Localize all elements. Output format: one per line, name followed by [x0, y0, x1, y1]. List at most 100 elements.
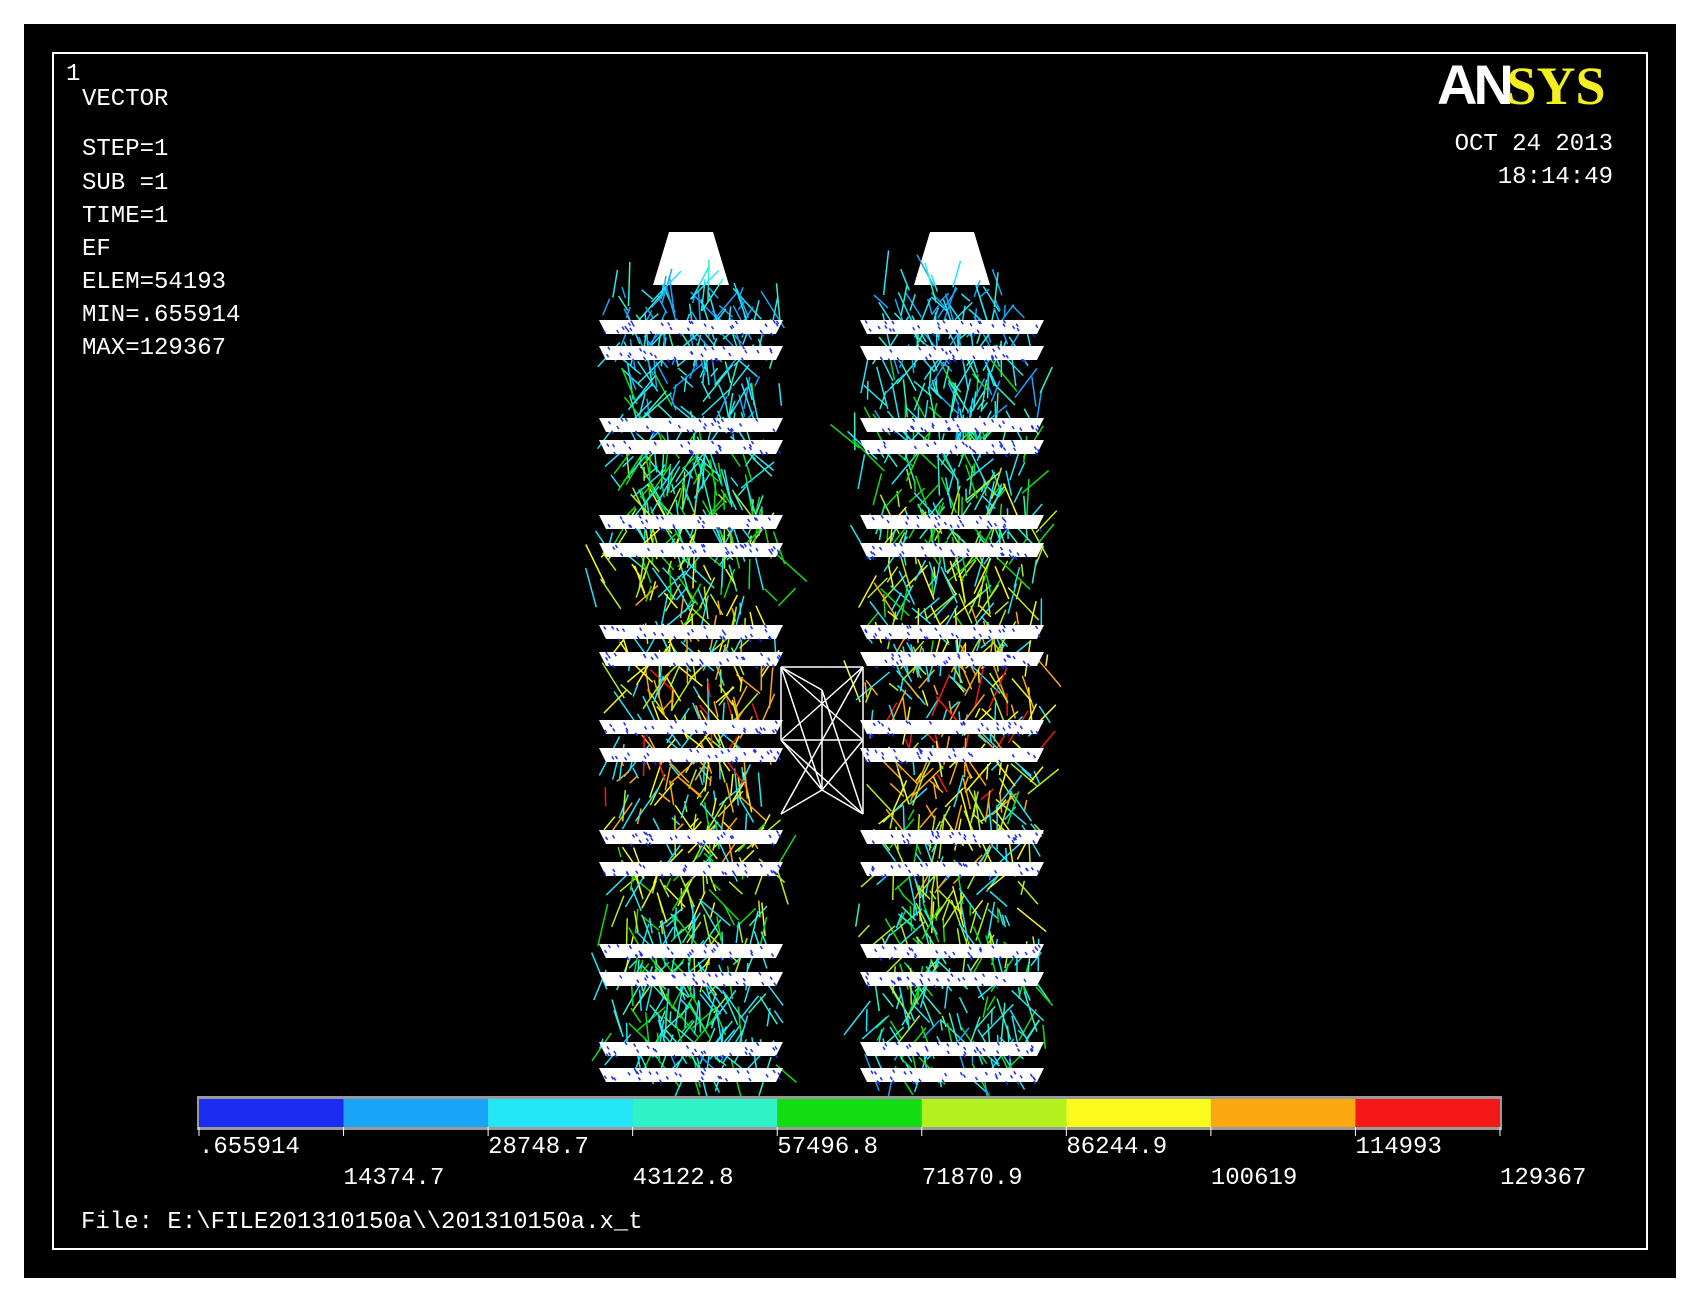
field-vector [718, 761, 726, 783]
field-vector [713, 701, 719, 718]
field-vector [1034, 545, 1045, 566]
field-vector [1010, 704, 1017, 719]
shed-vector [975, 1047, 980, 1052]
field-vector [990, 1010, 993, 1025]
shed-vector [777, 833, 782, 838]
field-vector [702, 564, 712, 581]
field-vector [861, 1016, 888, 1040]
shed-vector [1002, 624, 1006, 629]
field-vector [1035, 986, 1054, 1007]
shed-vector [910, 947, 914, 952]
field-vector [873, 294, 889, 309]
insulator-shed [860, 440, 1044, 454]
field-vector [936, 774, 948, 793]
field-vector [730, 773, 734, 796]
shed-vector [764, 628, 768, 633]
field-vector [723, 904, 735, 926]
legend-swatch [343, 1099, 489, 1127]
shed-vector [1014, 1043, 1019, 1048]
field-vector [630, 885, 642, 912]
field-vector [860, 875, 875, 888]
shed-vector [996, 1041, 1001, 1046]
shed-vector [748, 443, 753, 448]
field-vector [907, 809, 915, 821]
field-vector [738, 764, 751, 790]
field-vector [661, 698, 674, 711]
field-vector [893, 584, 914, 622]
field-vector [854, 903, 861, 927]
field-vector [989, 404, 1008, 420]
shed-vector [918, 1078, 922, 1083]
field-vector [902, 379, 909, 418]
field-vector [664, 877, 672, 892]
shed-vector [924, 356, 929, 361]
shed-vector [880, 751, 885, 756]
shed-vector [767, 657, 771, 662]
shed-vector [721, 1054, 726, 1059]
shed-vector [959, 722, 964, 727]
field-vector [768, 667, 774, 709]
field-vector [995, 774, 1023, 810]
shed-vector [929, 752, 934, 757]
shed-vector [896, 357, 900, 362]
shed-vector [655, 1071, 659, 1075]
shed-vector [1004, 664, 1008, 669]
field-vector [942, 299, 952, 321]
shed-vector [660, 632, 665, 637]
field-vector [743, 760, 748, 799]
shed-vector [892, 1069, 896, 1074]
shed-vector [742, 656, 746, 661]
field-vector [933, 684, 939, 696]
shed-vector [1037, 634, 1041, 638]
field-vector [632, 847, 641, 865]
insulator-shed [860, 515, 1044, 529]
shed-vector [1001, 420, 1006, 425]
shed-vector [993, 522, 998, 527]
shed-vector [967, 652, 971, 657]
field-vector [829, 423, 861, 449]
shed-vector [880, 514, 884, 519]
shed-vector [951, 748, 956, 752]
field-vector [671, 879, 692, 911]
field-vector [691, 1014, 717, 1047]
field-vector [624, 874, 646, 908]
field-vector [742, 452, 753, 483]
shed-vector [1014, 556, 1018, 560]
field-vector [896, 920, 926, 948]
field-vector [917, 767, 934, 784]
field-vector [936, 455, 955, 476]
shed-vector [736, 863, 740, 867]
shed-vector [933, 441, 937, 446]
field-vector [916, 254, 935, 287]
field-vector [952, 592, 983, 619]
field-vector [961, 559, 977, 579]
field-vector [639, 551, 652, 584]
field-vector [951, 381, 962, 393]
field-vector [613, 639, 624, 653]
shed-vector [897, 864, 902, 869]
shed-vector [1001, 516, 1005, 521]
shed-vector [887, 427, 891, 432]
shed-vector [731, 834, 735, 839]
shed-vector [638, 515, 642, 519]
connector-frame [780, 739, 823, 791]
shed-vector [634, 984, 638, 988]
shed-vector [742, 729, 746, 734]
field-vector [647, 689, 665, 714]
field-vector [668, 763, 680, 777]
shed-vector [988, 843, 993, 847]
field-vector [773, 1010, 784, 1024]
shed-vector [635, 870, 639, 875]
shed-vector [877, 627, 882, 632]
shed-vector [758, 971, 762, 976]
field-vector [889, 1020, 903, 1040]
shed-vector [871, 555, 875, 560]
shed-vector [729, 325, 733, 330]
field-vector [701, 278, 724, 312]
field-vector [931, 304, 940, 315]
shed-vector [606, 443, 610, 447]
shed-vector [978, 948, 983, 953]
shed-vector [653, 761, 657, 766]
shed-vector [766, 662, 770, 667]
shed-vector [887, 638, 891, 643]
